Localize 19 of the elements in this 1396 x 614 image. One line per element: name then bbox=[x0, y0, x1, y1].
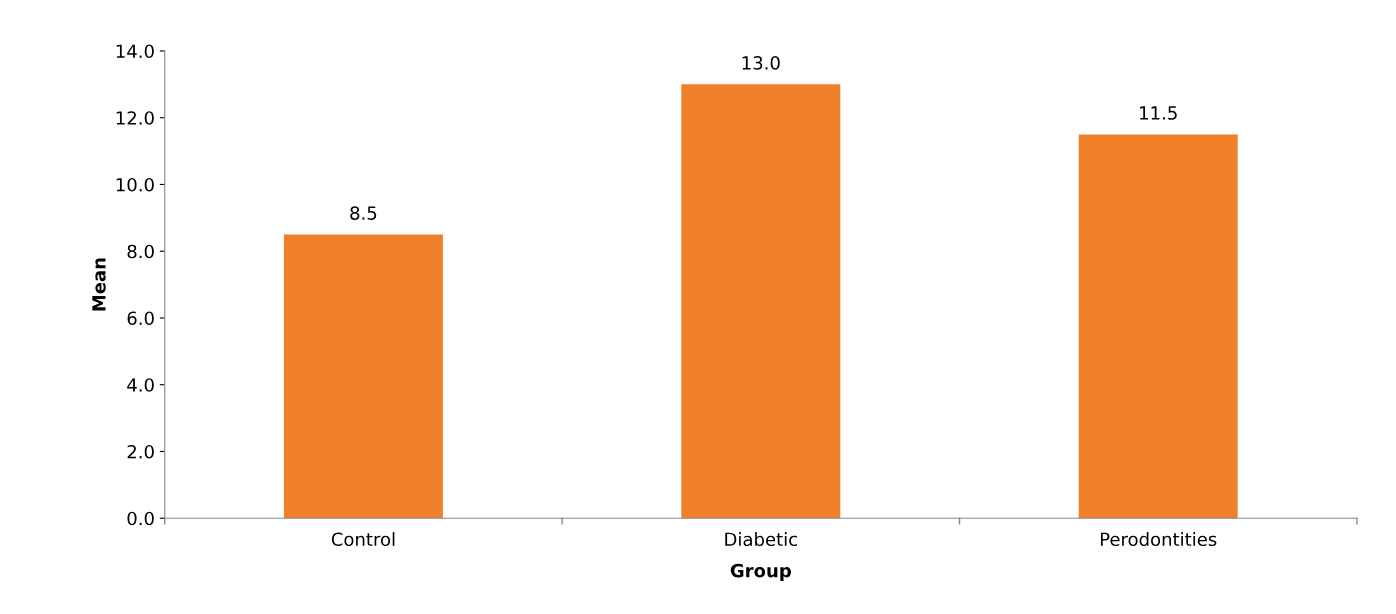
y-tick-label: 0.0 bbox=[127, 511, 154, 526]
y-tick-label: 10.0 bbox=[116, 177, 154, 192]
y-axis-title: Mean bbox=[92, 258, 106, 311]
bar bbox=[681, 84, 841, 519]
x-tick-label: Control bbox=[331, 532, 395, 547]
y-tick-label: 14.0 bbox=[116, 44, 154, 59]
x-axis-title: Group bbox=[730, 563, 791, 581]
data-label: 13.0 bbox=[742, 56, 780, 70]
x-tick-label: Diabetic bbox=[725, 532, 797, 547]
data-label: 8.5 bbox=[350, 206, 377, 220]
data-label: 11.5 bbox=[1140, 106, 1177, 120]
y-tick-label: 8.0 bbox=[127, 244, 154, 259]
y-tick-label: 2.0 bbox=[127, 444, 154, 459]
y-tick-label: 4.0 bbox=[127, 378, 154, 392]
y-tick-label: 12.0 bbox=[116, 111, 154, 125]
bar bbox=[1078, 134, 1238, 519]
bar bbox=[283, 234, 443, 519]
x-tick-label: Perodontities bbox=[1100, 532, 1217, 547]
y-tick-label: 6.0 bbox=[127, 311, 154, 326]
